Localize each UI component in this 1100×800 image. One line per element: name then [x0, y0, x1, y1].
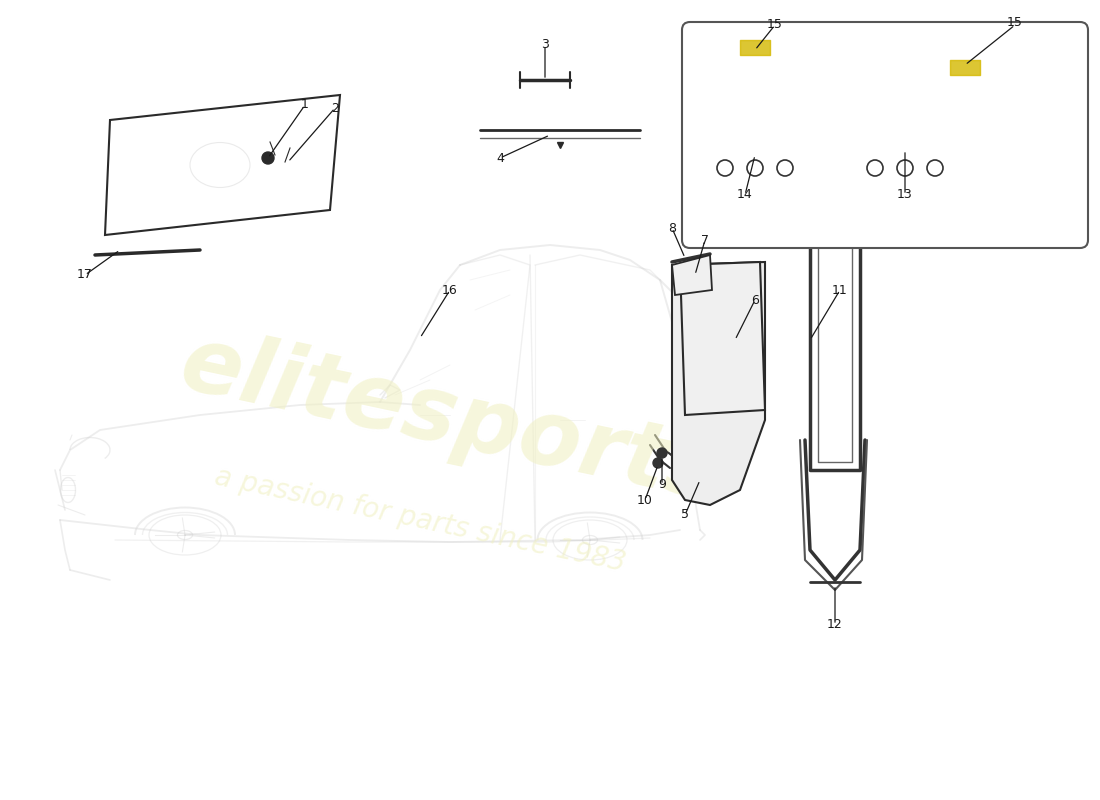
- Text: elitesports: elitesports: [173, 320, 728, 520]
- Text: 4: 4: [496, 151, 504, 165]
- Text: 7: 7: [701, 234, 710, 246]
- Text: 10: 10: [637, 494, 653, 506]
- Text: 3: 3: [541, 38, 549, 51]
- Text: 16: 16: [442, 283, 458, 297]
- Polygon shape: [672, 262, 764, 505]
- Text: 14: 14: [737, 189, 752, 202]
- FancyBboxPatch shape: [682, 22, 1088, 248]
- Text: 8: 8: [668, 222, 676, 234]
- Text: 13: 13: [898, 189, 913, 202]
- Text: 1: 1: [301, 98, 309, 111]
- Text: 6: 6: [751, 294, 759, 306]
- Text: 9: 9: [658, 478, 666, 491]
- Polygon shape: [672, 255, 712, 295]
- Text: 17: 17: [77, 269, 92, 282]
- Text: a passion for parts since 1983: a passion for parts since 1983: [212, 462, 628, 578]
- Text: 12: 12: [827, 618, 843, 631]
- Text: 2: 2: [331, 102, 339, 114]
- Circle shape: [657, 448, 667, 458]
- Text: 15: 15: [1008, 15, 1023, 29]
- Polygon shape: [680, 262, 764, 415]
- Text: 11: 11: [832, 283, 848, 297]
- Circle shape: [262, 152, 274, 164]
- Text: 15: 15: [767, 18, 783, 31]
- Circle shape: [653, 458, 663, 468]
- Text: 5: 5: [681, 509, 689, 522]
